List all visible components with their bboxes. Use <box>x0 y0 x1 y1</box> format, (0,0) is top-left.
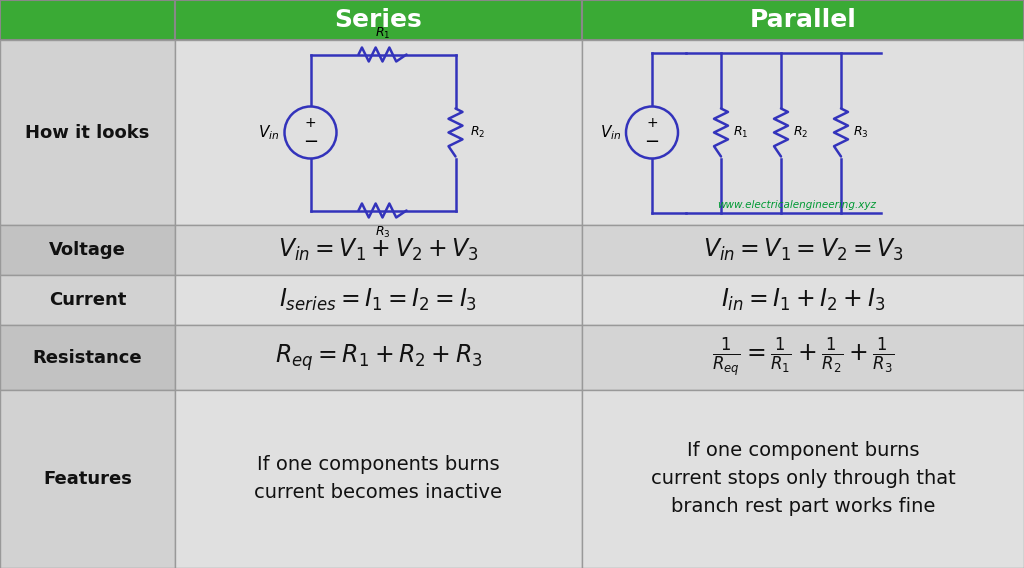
Bar <box>582 40 1024 225</box>
Text: $R_3$: $R_3$ <box>375 224 390 240</box>
Text: $I_{series} = I_1 = I_2 = I_3$: $I_{series} = I_1 = I_2 = I_3$ <box>280 287 477 313</box>
Bar <box>175 0 582 40</box>
Text: $R_1$: $R_1$ <box>733 125 749 140</box>
Text: $V_{in} = V_1 = V_2 = V_3$: $V_{in} = V_1 = V_2 = V_3$ <box>702 237 903 263</box>
Text: $R_2$: $R_2$ <box>469 125 484 140</box>
Bar <box>0 275 175 325</box>
Text: How it looks: How it looks <box>26 123 150 141</box>
Bar <box>582 225 1024 275</box>
Bar <box>175 40 582 225</box>
Text: Parallel: Parallel <box>750 8 856 32</box>
Text: Features: Features <box>43 470 132 488</box>
Text: $R_1$: $R_1$ <box>375 26 390 40</box>
Text: Resistance: Resistance <box>33 349 142 366</box>
Text: Series: Series <box>335 8 422 32</box>
Text: www.electricalengineering.xyz: www.electricalengineering.xyz <box>717 199 876 210</box>
Text: $\frac{1}{R_{eq}} = \frac{1}{R_1} + \frac{1}{R_2} + \frac{1}{R_3}$: $\frac{1}{R_{eq}} = \frac{1}{R_1} + \fra… <box>712 336 894 379</box>
Text: If one components burns
current becomes inactive: If one components burns current becomes … <box>255 456 503 503</box>
Text: Current: Current <box>49 291 126 309</box>
Circle shape <box>626 107 678 158</box>
Text: $V_{in} = V_1 + V_2 + V_3$: $V_{in} = V_1 + V_2 + V_3$ <box>278 237 479 263</box>
Bar <box>582 390 1024 568</box>
Bar <box>0 0 175 40</box>
Circle shape <box>285 107 337 158</box>
Text: +: + <box>646 115 657 130</box>
Bar <box>175 390 582 568</box>
Bar <box>582 0 1024 40</box>
Bar <box>175 225 582 275</box>
Text: −: − <box>303 132 318 151</box>
Bar <box>0 325 175 390</box>
Bar <box>582 325 1024 390</box>
Text: $V_{in}$: $V_{in}$ <box>258 123 280 142</box>
Bar <box>175 325 582 390</box>
Bar <box>582 275 1024 325</box>
Bar <box>0 390 175 568</box>
Text: $R_{eq} = R_1 + R_2 + R_3$: $R_{eq} = R_1 + R_2 + R_3$ <box>274 342 482 373</box>
Text: −: − <box>644 132 659 151</box>
Text: $R_3$: $R_3$ <box>853 125 868 140</box>
Bar <box>175 275 582 325</box>
Text: $R_2$: $R_2$ <box>793 125 808 140</box>
Bar <box>0 40 175 225</box>
Text: $I_{in} = I_1 + I_2 + I_3$: $I_{in} = I_1 + I_2 + I_3$ <box>721 287 885 313</box>
Text: If one component burns
current stops only through that
branch rest part works fi: If one component burns current stops onl… <box>650 441 955 516</box>
Bar <box>0 225 175 275</box>
Text: $V_{in}$: $V_{in}$ <box>600 123 621 142</box>
Text: Voltage: Voltage <box>49 241 126 259</box>
Text: +: + <box>305 115 316 130</box>
